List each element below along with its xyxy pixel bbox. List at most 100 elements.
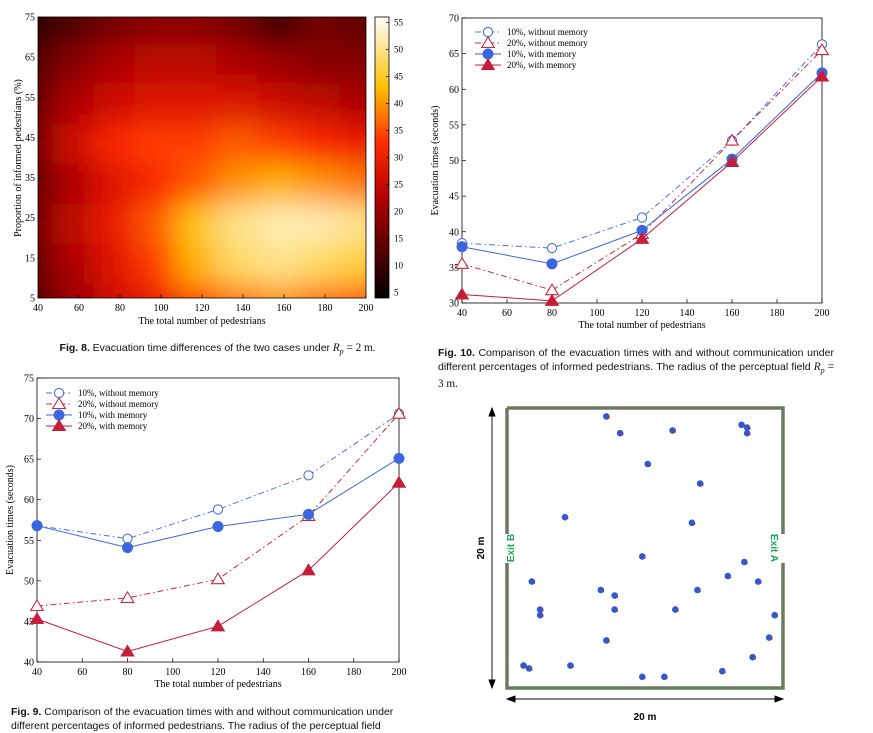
heatmap-ylabel: Proportion of informed pedestrians (%): [13, 79, 24, 237]
pedestrian-heading: [701, 483, 704, 486]
colorbar-tick-label: 50: [394, 44, 404, 54]
legend-label: 20%, with memory: [507, 60, 577, 70]
ytick-label: 65: [449, 49, 459, 60]
xtick-label: 80: [123, 667, 133, 678]
pedestrian-heading: [745, 562, 748, 565]
series-line: [461, 49, 823, 291]
heatmap-xtick-label: 60: [74, 303, 84, 314]
series-point: [391, 475, 407, 488]
pedestrian-heading: [698, 590, 701, 593]
heatmap-xtick-label: 40: [33, 303, 43, 314]
xtick-label: 80: [547, 308, 557, 319]
xtick-label: 60: [502, 308, 512, 319]
legend-marker: [53, 387, 65, 399]
ytick-label: 60: [24, 495, 34, 506]
width-label: 20 m: [634, 712, 657, 723]
legend-marker: [51, 418, 67, 432]
series-point: [636, 212, 648, 223]
series-point: [303, 508, 314, 520]
pedestrian-dot: [611, 606, 618, 613]
legend-marker: [482, 26, 494, 38]
colorbar-tick-label: 15: [394, 234, 404, 244]
pedestrian-heading: [676, 609, 679, 612]
pedestrian-heading: [615, 595, 619, 598]
legend-label: 10%, with memory: [78, 410, 148, 420]
fig8-heatmap-chart: 40 60 80 100 120 140 160 180 200 5 15 25 35 45 55 65 75…: [13, 13, 404, 328]
fig8-caption: Fig. 8. Evacuation time differences of t…: [0, 342, 435, 360]
pedestrian-dot: [749, 653, 756, 661]
series-point: [724, 154, 740, 167]
legend-marker: [51, 396, 67, 410]
pedestrian-dot: [661, 673, 668, 681]
series-line: [36, 413, 400, 540]
pedestrian-dot: [638, 553, 646, 560]
series-point: [634, 231, 650, 244]
series-line: [36, 413, 400, 607]
fig9-caption-line1: Comparison of the evacuation times with …: [44, 706, 394, 718]
xtick-label: 180: [770, 308, 785, 319]
pedestrian-dot: [754, 578, 762, 585]
fig9-caption: Fig. 9. Comparison of the evacuation tim…: [11, 706, 411, 733]
pedestrian-heading: [602, 590, 605, 593]
series-point: [120, 590, 135, 603]
xtick-label: 40: [457, 308, 467, 319]
pedestrian-heading: [621, 433, 624, 436]
pedestrian-heading: [643, 676, 646, 680]
pedestrian-heading: [607, 416, 610, 419]
xtick-label: 160: [301, 667, 316, 678]
series-point: [544, 283, 560, 296]
pedestrian-dot: [669, 427, 676, 434]
heatmap-ytick-label: 5: [30, 294, 35, 305]
pedestrian-heading: [729, 576, 732, 579]
pedestrian-heading: [615, 609, 619, 612]
xtick-label: 120: [211, 667, 226, 678]
pedestrian-heading: [648, 464, 652, 467]
series-point: [120, 644, 135, 657]
pedestrian-dot: [672, 606, 679, 613]
series-point: [393, 452, 405, 464]
pedestrian-dot: [688, 519, 696, 527]
legend-marker: [480, 35, 496, 49]
series-point: [546, 242, 558, 254]
pedestrian-heading: [748, 433, 751, 436]
fig10-line-chart: 40 60 80 100 120 140 160 180 200 30 35 40 45 50 55 60 65…: [430, 14, 830, 332]
ytick-label: 50: [24, 576, 34, 587]
fig8-caption-tail: = 2 m.: [343, 342, 376, 354]
series-line: [36, 457, 400, 549]
series-point: [454, 287, 470, 300]
series-point: [724, 133, 740, 146]
fig10-caption-label: Fig. 10.: [438, 347, 475, 359]
legend-marker: [480, 57, 496, 71]
fig9-caption-label: Fig. 9.: [11, 706, 42, 718]
pedestrian-heading: [571, 665, 574, 668]
fig10-caption: Fig. 10. Comparison of the evacuation ti…: [438, 347, 834, 392]
pedestrian-dot: [567, 662, 574, 669]
fig10-caption-math: R: [813, 360, 821, 373]
legend-marker: [53, 409, 65, 421]
pedestrian-heading: [665, 676, 668, 680]
series-point: [212, 520, 224, 532]
ytick-label: 45: [449, 192, 459, 203]
series-point: [814, 69, 830, 82]
width-dimension: [505, 695, 785, 703]
room-layout-diagram: 20 m 20 m Exit B Exit A: [476, 406, 785, 723]
series-point: [456, 241, 468, 253]
ytick-label: 35: [449, 263, 459, 274]
heatmap-cell: [339, 17, 366, 44]
legend-label: 10%, without memory: [78, 388, 159, 398]
pedestrian-dot: [694, 586, 701, 594]
pedestrian-dot: [644, 460, 652, 468]
heatmap-xtick-label: 140: [236, 303, 251, 314]
ytick-label: 40: [24, 658, 34, 669]
pedestrian-dot: [603, 637, 610, 644]
ytick-label: 75: [24, 374, 34, 385]
pedestrian-dot: [525, 665, 533, 672]
height-label: 20 m: [476, 536, 487, 559]
fig10-caption-text: Comparison of the evacuation times with …: [438, 347, 834, 373]
fig10-caption-tail: = 3 m.: [438, 360, 834, 391]
series-line: [461, 76, 823, 302]
ytick-label: 40: [449, 227, 459, 238]
xtick-label: 140: [256, 667, 271, 678]
heatmap-ytick-label: 25: [25, 213, 35, 224]
legend-label: 20%, with memory: [78, 421, 148, 431]
